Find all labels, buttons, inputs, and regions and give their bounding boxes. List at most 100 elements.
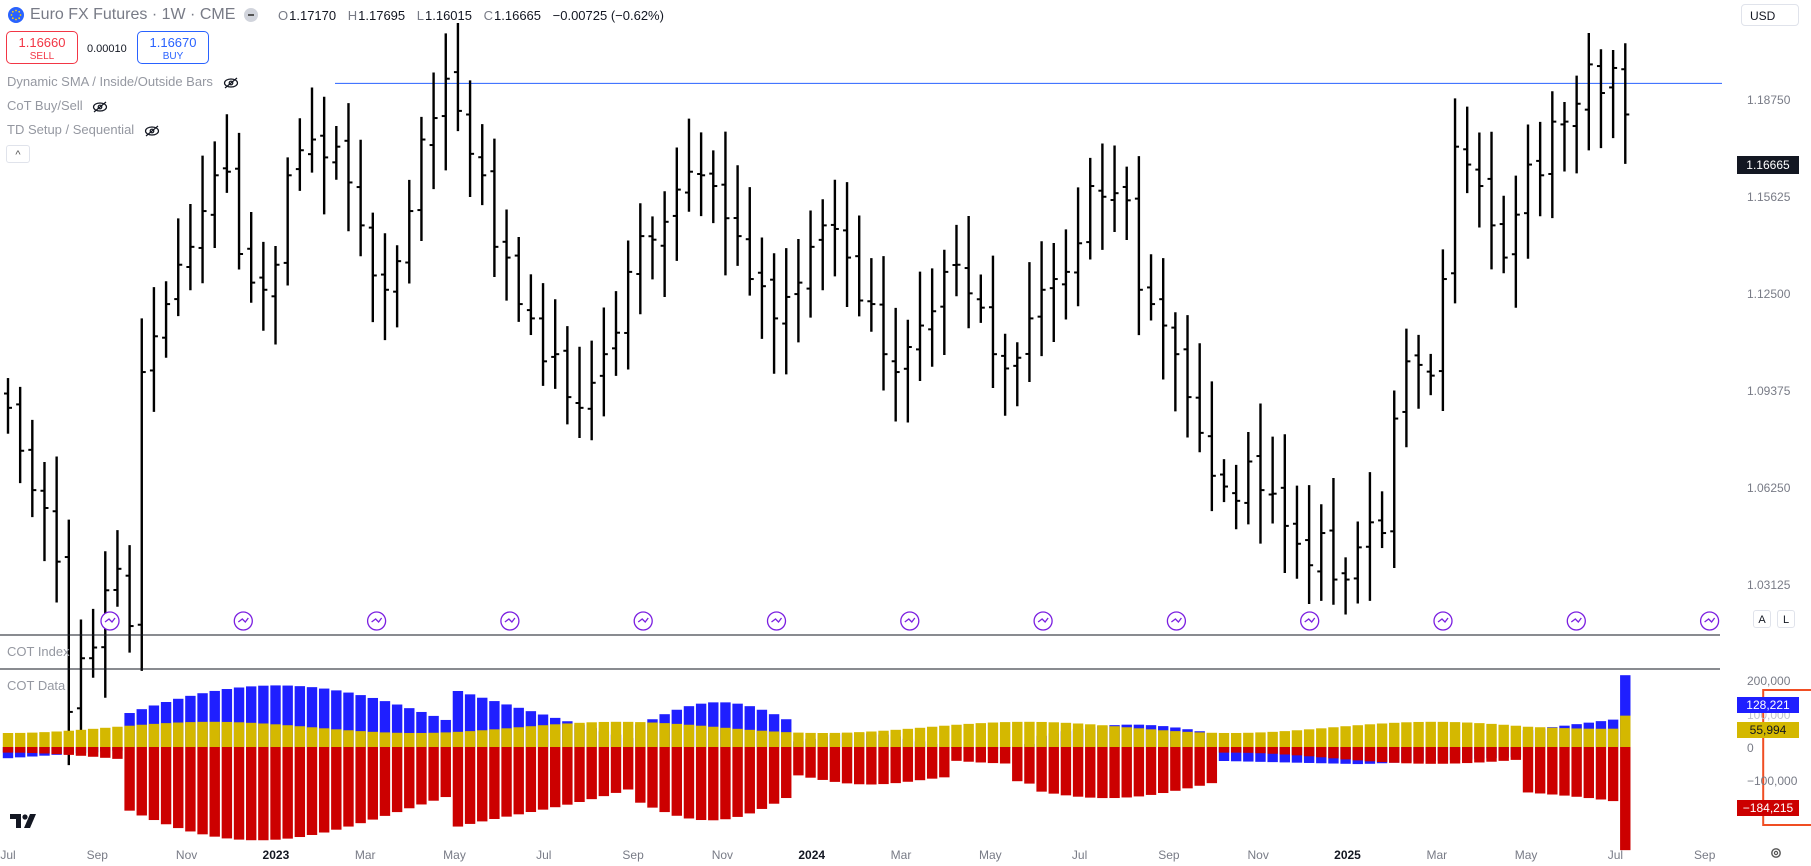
cot-yellow-bar bbox=[1158, 730, 1169, 747]
hidden-eye-icon[interactable] bbox=[144, 125, 160, 137]
cot-bar-group bbox=[148, 705, 160, 821]
cot-yellow-bar bbox=[708, 726, 719, 747]
cot-yellow-bar bbox=[963, 723, 974, 747]
cot-data-pane[interactable] bbox=[2, 675, 1811, 851]
ohlc-bar bbox=[1195, 343, 1204, 453]
time-axis[interactable]: Jul Sep Nov 2023 Mar May Jul Sep Nov 2024 Mar May Ju… bbox=[0, 848, 1715, 862]
hidden-eye-icon[interactable] bbox=[92, 101, 108, 113]
cot-yellow-bar bbox=[732, 728, 743, 747]
cot-yellow-bar bbox=[999, 722, 1011, 747]
cot-yellow-bar bbox=[1133, 728, 1145, 747]
cot-yellow-bar bbox=[841, 732, 853, 747]
last-price-badge: 1.16665 bbox=[1737, 156, 1799, 174]
event-marker-glyph bbox=[504, 617, 516, 623]
log-scale-button[interactable]: L bbox=[1777, 610, 1795, 628]
auto-scale-button[interactable]: A bbox=[1753, 610, 1771, 628]
cot-red-bar bbox=[1303, 747, 1315, 757]
cot-yellow-bar bbox=[1595, 728, 1607, 747]
ohlc-readout: O1.17170 H1.17695 L1.16015 C1.16665 −0.0… bbox=[278, 8, 672, 23]
ohlc-bar bbox=[1244, 431, 1253, 525]
symbol-logo-icon[interactable] bbox=[8, 7, 24, 23]
cot-blue-bar bbox=[695, 703, 707, 747]
cot-yellow-bar bbox=[1364, 724, 1376, 747]
cot-bar-group bbox=[890, 729, 901, 784]
cot-bar-group bbox=[124, 713, 135, 811]
indicator-row-dynamic-sma[interactable]: Dynamic SMA / Inside/Outside Bars bbox=[7, 74, 239, 89]
cot-red-bar bbox=[1522, 747, 1534, 793]
cot-bar-group bbox=[452, 691, 464, 827]
cot-yellow-bar bbox=[1534, 727, 1546, 747]
cot-yellow-bar bbox=[622, 721, 634, 747]
event-marker-circle bbox=[100, 611, 120, 631]
cot-red-bar bbox=[148, 747, 160, 821]
cot-yellow-bar bbox=[683, 724, 695, 747]
cot-blue-bar bbox=[732, 703, 743, 747]
cot-yellow-bar bbox=[1145, 729, 1157, 747]
cot-yellow-bar bbox=[1279, 731, 1290, 747]
cot-bar-group bbox=[1413, 721, 1424, 764]
low-key: L bbox=[416, 8, 424, 23]
settings-gear-icon[interactable] bbox=[1769, 846, 1783, 860]
cot-red-bar bbox=[124, 747, 135, 811]
cot-index-label: COT Index bbox=[7, 644, 70, 659]
cot-bar-group bbox=[221, 689, 233, 839]
cot-red-bar bbox=[1425, 747, 1436, 764]
cot-yellow-bar bbox=[221, 721, 233, 747]
tradingview-logo[interactable] bbox=[9, 811, 43, 831]
cot-red-bar bbox=[768, 747, 780, 804]
indicator-row-cot-buy-sell[interactable]: CoT Buy/Sell bbox=[7, 98, 108, 113]
cot-yellow-bar bbox=[1206, 732, 1218, 747]
cot-red-bar bbox=[221, 747, 233, 839]
event-marker-icon bbox=[633, 611, 653, 631]
cot-red-bar bbox=[379, 747, 391, 816]
buy-button[interactable]: 1.16670 BUY bbox=[137, 31, 209, 64]
ohlc-bar bbox=[198, 155, 207, 284]
indicator-row-td-setup[interactable]: TD Setup / Sequential bbox=[7, 122, 160, 137]
sell-button[interactable]: 1.16660 SELL bbox=[6, 31, 78, 64]
ohlc-bar bbox=[453, 22, 462, 132]
cot-yellow-bar bbox=[537, 725, 549, 747]
cot-blue-bar bbox=[318, 688, 330, 747]
cot-bar-group bbox=[817, 733, 828, 780]
cot-bar-group bbox=[1498, 724, 1509, 761]
cot-red-bar bbox=[87, 747, 99, 757]
cot-yellow-bar bbox=[720, 727, 731, 747]
symbol-title[interactable]: Euro FX Futures · 1W · CME bbox=[30, 6, 236, 23]
cot-red-bar bbox=[355, 747, 366, 824]
ohlc-bar bbox=[575, 346, 584, 438]
ohlc-bar bbox=[1329, 477, 1338, 605]
collapse-legend-button[interactable]: ^ bbox=[6, 145, 30, 163]
ohlc-bar bbox=[879, 256, 888, 391]
cot-yellow-bar bbox=[27, 732, 38, 747]
cot-yellow-bar bbox=[525, 726, 537, 747]
event-marker-circle bbox=[1699, 611, 1720, 631]
cot-yellow-bar bbox=[805, 732, 816, 747]
cot-bar-group bbox=[1376, 723, 1388, 764]
ohlc-bar bbox=[636, 203, 645, 315]
cot-blue-bar bbox=[464, 694, 476, 747]
cot-bar-group bbox=[1133, 724, 1145, 797]
cot-red-bar bbox=[258, 747, 269, 841]
ohlc-bar bbox=[1159, 258, 1168, 380]
cot-blue-bar bbox=[1279, 747, 1290, 763]
cot-bar-group bbox=[294, 686, 306, 838]
cot-yellow-bar bbox=[160, 723, 172, 747]
price-pane[interactable] bbox=[4, 22, 1722, 766]
cot-red-bar bbox=[477, 747, 488, 822]
cot-bar-group bbox=[1534, 727, 1546, 794]
cot-red-bar bbox=[805, 747, 816, 778]
ohlc-bar bbox=[368, 212, 377, 323]
event-marker-glyph bbox=[237, 617, 249, 623]
ohlc-bar bbox=[1487, 131, 1496, 270]
cot-bar-group bbox=[477, 697, 488, 822]
hidden-eye-icon[interactable] bbox=[223, 77, 239, 89]
cot-yellow-bar bbox=[1291, 730, 1303, 747]
cot-red-bar bbox=[1559, 747, 1570, 796]
cot-red-bar bbox=[282, 747, 293, 839]
hide-symbol-button[interactable] bbox=[244, 8, 258, 22]
currency-button[interactable]: USD bbox=[1741, 4, 1799, 26]
cot-red-bar bbox=[1291, 747, 1303, 756]
ohlc-bar bbox=[137, 318, 146, 671]
cot-red-bar bbox=[1085, 747, 1096, 798]
